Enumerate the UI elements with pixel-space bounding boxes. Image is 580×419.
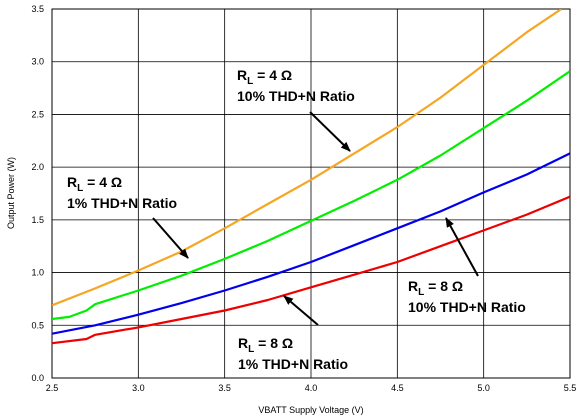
y-tick-label: 3.5	[31, 4, 44, 14]
y-tick-label: 3.0	[31, 57, 44, 67]
tick-labels: 2.5 3.0 3.5 4.0 4.5 5.0 5.5 0.0 0.5 1.0 1.5 2.0 2.5 3…	[31, 4, 576, 393]
annotations: RL = 4 Ω 10% THD+N Ratio RL = 4 Ω 1% THD…	[67, 67, 526, 372]
annotation-rl8-1-arrow	[283, 295, 319, 326]
annotation-rl8-10-line2: 10% THD+N Ratio	[408, 299, 526, 315]
y-tick-label: 2.0	[31, 162, 44, 172]
annotation-rl4-10-arrow	[309, 111, 351, 152]
series-line-2	[52, 152, 570, 335]
annotation-rl4-10-line2: 10% THD+N Ratio	[237, 88, 355, 104]
y-tick-label: 1.0	[31, 268, 44, 278]
y-tick-label: 0.5	[31, 320, 44, 330]
y-tick-label: 0.0	[31, 373, 44, 383]
x-tick-label: 4.0	[305, 383, 318, 393]
x-tick-label: 3.0	[132, 383, 145, 393]
annotation-rl8-1-line2: 1% THD+N Ratio	[238, 356, 348, 372]
x-tick-label: 5.5	[564, 383, 577, 393]
x-axis-title: VBATT Supply Voltage (V)	[258, 405, 363, 415]
y-tick-label: 2.5	[31, 109, 44, 119]
annotation-rl8-10-line1: RL = 8 Ω	[408, 278, 463, 298]
series-group	[52, 9, 570, 345]
x-tick-label: 4.5	[391, 383, 404, 393]
annotation-rl8-10-arrow	[445, 217, 479, 277]
annotation-rl4-1-arrow	[152, 217, 189, 259]
annotation-rl8-1-line1: RL = 8 Ω	[238, 335, 293, 355]
annotation-rl4-1-line2: 1% THD+N Ratio	[67, 195, 177, 211]
grid	[52, 9, 570, 378]
y-axis-title: Output Power (W)	[6, 157, 16, 229]
x-tick-label: 2.5	[46, 383, 59, 393]
series-line-3	[52, 195, 570, 345]
series-line-1	[52, 70, 570, 321]
annotation-rl4-10-line1: RL = 4 Ω	[237, 67, 292, 87]
y-tick-label: 1.5	[31, 215, 44, 225]
x-tick-label: 3.5	[218, 383, 231, 393]
annotation-rl4-1-line1: RL = 4 Ω	[67, 174, 122, 194]
series-line-0	[52, 9, 563, 307]
x-tick-label: 5.0	[477, 383, 490, 393]
